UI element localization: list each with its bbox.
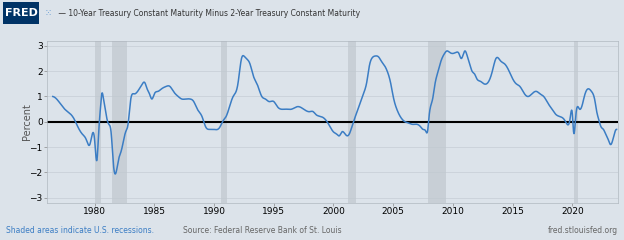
Text: FRED: FRED — [5, 8, 37, 18]
Bar — [575, 41, 578, 203]
Bar — [95, 41, 100, 203]
Text: ⁙: ⁙ — [45, 9, 52, 18]
Bar — [348, 41, 356, 203]
Y-axis label: Percent: Percent — [22, 103, 32, 140]
Bar — [112, 41, 127, 203]
Text: Source: Federal Reserve Bank of St. Louis: Source: Federal Reserve Bank of St. Loui… — [183, 226, 341, 235]
Text: — 10-Year Treasury Constant Maturity Minus 2-Year Treasury Constant Maturity: — 10-Year Treasury Constant Maturity Min… — [56, 9, 360, 18]
Text: Shaded areas indicate U.S. recessions.: Shaded areas indicate U.S. recessions. — [6, 226, 154, 235]
Text: fred.stlouisfed.org: fred.stlouisfed.org — [548, 226, 618, 235]
Bar — [428, 41, 446, 203]
Bar — [221, 41, 227, 203]
FancyBboxPatch shape — [3, 2, 39, 24]
